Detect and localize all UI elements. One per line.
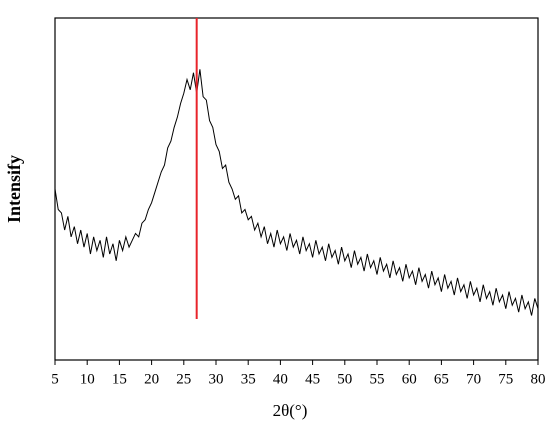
x-axis-label: 2θ(°) [273,401,308,420]
x-tick-label: 60 [402,371,417,387]
x-tick-label: 45 [305,371,320,387]
data-line [54,69,539,316]
y-axis-label: Intensify [4,155,24,223]
plot-frame [54,17,539,361]
x-tick-label: 20 [144,371,159,387]
x-tick-label: 70 [466,371,481,387]
x-tick-label: 80 [531,371,546,387]
x-tick-label: 10 [80,371,95,387]
x-tick-label: 35 [241,371,256,387]
x-tick-label: 50 [337,371,352,387]
x-tick-label: 40 [273,371,288,387]
x-tick-label: 25 [176,371,191,387]
x-tick-label: 75 [498,371,513,387]
x-tick-label: 65 [434,371,449,387]
x-tick-label: 30 [209,371,224,387]
x-tick-label: 55 [370,371,385,387]
x-tick-label: 5 [51,371,59,387]
x-tick-label: 15 [112,371,127,387]
